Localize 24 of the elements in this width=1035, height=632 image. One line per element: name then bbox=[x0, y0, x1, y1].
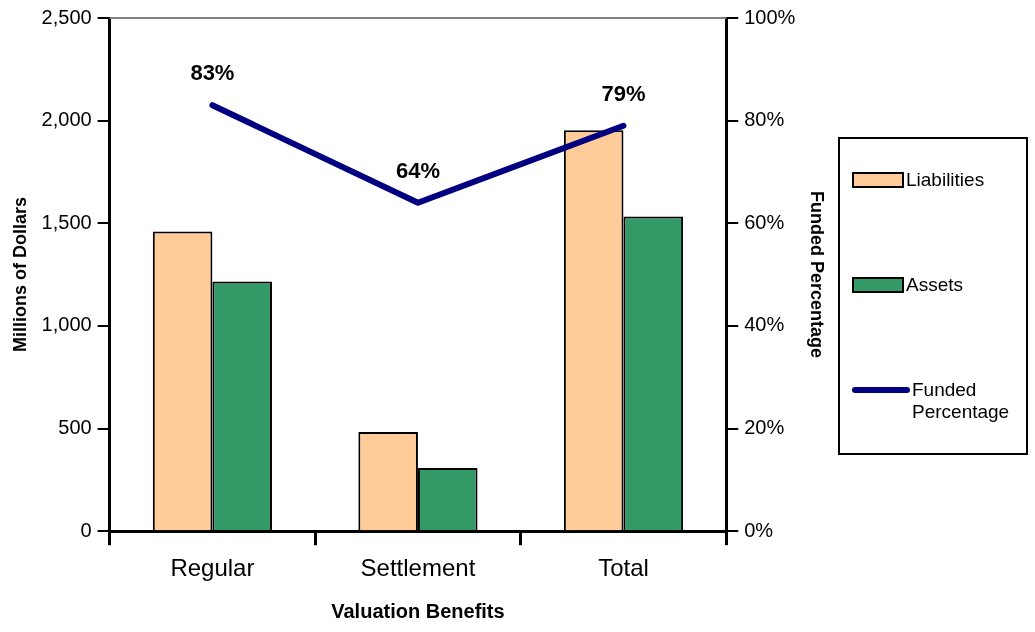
y-tick-label: 2,500 bbox=[41, 5, 92, 28]
x-tick-label: Settlement bbox=[360, 554, 476, 582]
y2-tick-label: 60% bbox=[744, 210, 785, 233]
y-axis-title: Millions of Dollars bbox=[9, 197, 30, 353]
y2-tick-label: 20% bbox=[744, 416, 785, 439]
legend-label: Assets bbox=[906, 274, 964, 296]
y-tick-label: 1,000 bbox=[41, 313, 92, 336]
y2-tick-label: 0% bbox=[744, 518, 774, 541]
data-label: 83% bbox=[190, 60, 235, 86]
y2-axis-title: Funded Percentage bbox=[807, 191, 828, 359]
legend-label: Liabilities bbox=[906, 169, 985, 191]
data-label: 64% bbox=[395, 157, 440, 183]
data-label: 79% bbox=[601, 80, 646, 106]
y-tick-label: 1,500 bbox=[41, 210, 92, 233]
y2-tick-label: 100% bbox=[744, 5, 796, 28]
x-tick-label: Total bbox=[598, 554, 649, 582]
x-axis-title: Valuation Benefits bbox=[331, 599, 505, 622]
x-tick-label: Regular bbox=[170, 554, 255, 582]
y-tick-label: 500 bbox=[58, 416, 92, 439]
y2-tick-label: 80% bbox=[744, 108, 785, 131]
legend-label: Funded Percentage bbox=[912, 379, 1011, 423]
y2-tick-label: 40% bbox=[744, 313, 785, 336]
y-tick-label: 2,000 bbox=[41, 108, 92, 131]
y-tick-label: 0 bbox=[80, 518, 92, 541]
